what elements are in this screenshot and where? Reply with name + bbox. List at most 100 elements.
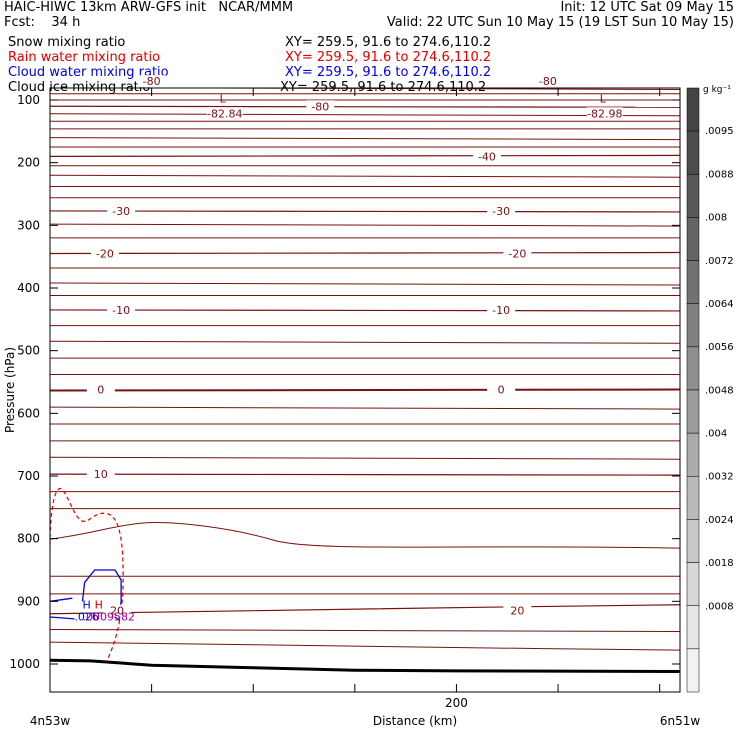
x-tick-label: 200 xyxy=(445,696,468,710)
colorbar-unit: g kg⁻¹ xyxy=(703,85,731,95)
isotherm-label-bg xyxy=(103,604,132,617)
isotherm-label: -30 xyxy=(112,205,130,218)
low-value-bg xyxy=(206,107,243,120)
colorbar-swatch xyxy=(686,476,700,520)
isotherm-label: 0 xyxy=(498,384,505,397)
isotherm-label: -80 xyxy=(311,100,329,113)
isotherm-line xyxy=(50,174,680,178)
colorbar: .0095 .0088 .008 .0072 .0064 .0056 .0048 .004 .0… xyxy=(686,85,734,693)
field-snow-xy: XY= 259.5, 91.6 to 274.6,110.2 xyxy=(285,35,492,50)
y-tick-label: 800 xyxy=(17,532,40,546)
isotherm-label-bg xyxy=(503,247,532,260)
y-tick-label: 500 xyxy=(17,344,40,358)
init-time: Init: 12 UTC Sat 09 May 15 xyxy=(560,0,734,15)
temperature-contours xyxy=(50,88,680,651)
colorbar-swatch xyxy=(686,346,700,391)
isotherm-line xyxy=(50,456,680,460)
valid-time: Valid: 22 UTC Sun 10 May 15 (19 LST Sun … xyxy=(386,15,734,30)
isotherm-label: -10 xyxy=(492,304,510,317)
isotherm-line xyxy=(50,406,680,410)
y-axis-label: Pressure (hPa) xyxy=(3,347,17,433)
colorbar-tick-label: .0048 xyxy=(705,385,734,396)
colorbar-tick-label: .0088 xyxy=(705,169,734,180)
cloud-water-contour-edge xyxy=(50,616,75,620)
high-marker: H xyxy=(82,599,90,612)
colorbar-tick-label: .0095 xyxy=(705,126,734,137)
isotherm-label-bg xyxy=(137,75,166,88)
isotherm-label: 20 xyxy=(510,605,524,618)
colorbar-swatch xyxy=(686,174,700,218)
cloud-water-contour-edge xyxy=(50,597,73,602)
plot-frame xyxy=(49,87,681,693)
x-endpoint-end: 6n51w xyxy=(660,714,701,728)
low-marker: L xyxy=(600,92,607,105)
x-axis-label: Distance (km) xyxy=(373,714,457,728)
isotherm--10-5 xyxy=(50,309,680,312)
low-value: -82.84 xyxy=(207,107,242,120)
plot-axes: 1002003004005006007008009001000200Distan… xyxy=(3,87,701,728)
isotherm-label-bg xyxy=(472,150,501,163)
colorbar-tick-label: .0072 xyxy=(705,256,734,267)
rain-water-contour xyxy=(50,487,124,662)
isotherm-label: -80 xyxy=(539,75,557,88)
isotherm-label-bg xyxy=(503,604,532,617)
isotherm-label: -80 xyxy=(143,75,161,88)
colorbar-swatch xyxy=(686,562,700,606)
colorbar-swatch xyxy=(686,605,700,650)
low-value: -82.98 xyxy=(587,107,622,120)
colorbar-tick-label: .008 xyxy=(705,213,727,224)
y-tick-label: 1000 xyxy=(9,657,40,671)
isotherm-line xyxy=(50,223,680,227)
colorbar-swatch xyxy=(686,217,700,261)
x-endpoint-start: 4n53w xyxy=(30,714,71,728)
isotherm--80-1 xyxy=(50,105,680,108)
isotherm-20-8 xyxy=(50,604,680,615)
isotherm-label-bg xyxy=(306,100,335,113)
colorbar-tick-label: .0024 xyxy=(705,515,734,526)
field-snow-name: Snow mixing ratio xyxy=(8,35,126,50)
contour-labels: -80 -80 -80 -40 -30 -30 -20 -20 -10 -10 0 0 10 20 20 L -… xyxy=(74,75,623,624)
forecast-hour: Fcst: 34 h xyxy=(4,15,81,30)
isotherm-line xyxy=(50,522,680,549)
isotherm-label-bg xyxy=(533,75,562,88)
y-tick-label: 700 xyxy=(17,469,40,483)
y-tick-label: 200 xyxy=(17,156,40,170)
isotherm-label-bg xyxy=(107,204,136,217)
isotherm-label: -20 xyxy=(508,248,526,261)
isotherm-label-bg xyxy=(86,383,115,396)
cloud-water-contour xyxy=(81,569,122,622)
colorbar-tick-label: .0064 xyxy=(705,299,734,310)
high-value: .0009582 xyxy=(83,611,136,624)
isotherm-label-bg xyxy=(90,247,119,260)
isotherm-label-bg xyxy=(107,303,136,316)
isotherm-10-7 xyxy=(50,473,680,476)
y-tick-label: 300 xyxy=(17,218,40,232)
colorbar-swatch xyxy=(686,519,700,563)
colorbar-tick-label: .0032 xyxy=(705,472,734,483)
model-title: HAIC-HIWC 13km ARW-GFS init NCAR/MMM xyxy=(4,0,294,15)
isotherm-label: -30 xyxy=(492,205,510,218)
isotherm-label: -40 xyxy=(478,150,496,163)
colorbar-swatch xyxy=(686,432,700,477)
isotherm-label: -20 xyxy=(96,248,114,261)
isotherm-line xyxy=(50,113,680,117)
field-cloudwater-xy: XY= 259.5, 91.6 to 274.6,110.2 xyxy=(285,65,492,80)
isotherm-label-bg xyxy=(487,303,516,316)
colorbar-tick-label: .0008 xyxy=(705,601,734,612)
colorbar-tick-label: .004 xyxy=(705,429,727,440)
isotherm--20-4 xyxy=(50,251,680,255)
isotherm--40-2 xyxy=(50,154,680,157)
low-value-bg xyxy=(586,107,623,120)
isotherm-label-bg xyxy=(487,204,516,217)
mixing-ratio-contours xyxy=(50,487,124,662)
y-tick-label: 100 xyxy=(17,93,40,107)
colorbar-swatch xyxy=(686,389,700,434)
isotherm-0-6 xyxy=(50,388,680,392)
colorbar-tick-label: .0056 xyxy=(705,342,734,353)
isotherm-line xyxy=(50,137,680,141)
y-tick-label: 900 xyxy=(17,594,40,608)
surface-line xyxy=(50,658,680,674)
isotherm-line xyxy=(50,641,680,651)
